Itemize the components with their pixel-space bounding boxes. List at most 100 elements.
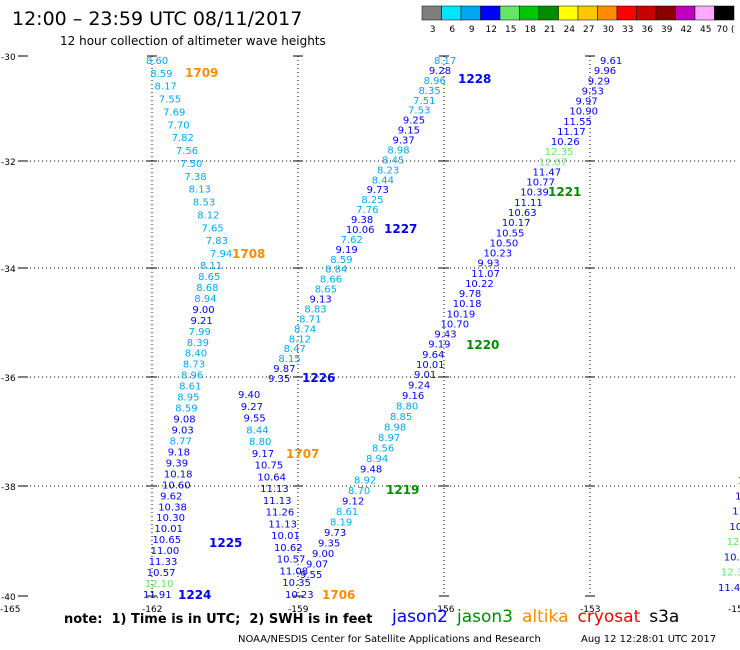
scale-label: 12	[485, 25, 496, 35]
wave-height-value: 10.01	[154, 524, 183, 535]
legend-altika: altika	[522, 607, 569, 627]
wave-height-value: 8.61	[336, 507, 358, 518]
scale-label: 24	[563, 25, 575, 35]
wave-height-value: 8.77	[170, 436, 192, 447]
wave-height-value: 9.12	[342, 496, 364, 507]
scale-label: 21	[544, 25, 555, 35]
track-label: 1221	[548, 185, 581, 199]
scale-label: 9	[469, 25, 475, 35]
wave-height-value: 9.35	[268, 374, 290, 385]
wave-height-value: 9.24	[408, 381, 430, 392]
wave-height-value: 10.23	[285, 590, 314, 601]
wave-height-value: 10.60	[162, 480, 191, 491]
wave-height-value: 11.26	[266, 508, 295, 519]
track-label: 1706	[322, 588, 355, 602]
wave-height-value: 8.19	[330, 517, 352, 528]
wave-height-value: 10.50	[490, 238, 519, 249]
wave-height-value: 9.73	[367, 185, 389, 196]
wave-height-value: 11.13	[263, 496, 292, 507]
scale-label: 15	[505, 25, 516, 35]
wave-height-value: 10.75	[255, 461, 284, 472]
lat-label: -30	[1, 53, 16, 63]
wave-height-value: 9.39	[166, 458, 188, 469]
scale-swatch	[694, 5, 715, 21]
wave-height-value: 11.08	[279, 566, 308, 577]
wave-height-value: 10.64	[257, 472, 286, 483]
wave-height-value: 7.83	[206, 236, 228, 247]
wave-height-value: 9.48	[360, 465, 382, 476]
wave-height-value: 8.83	[304, 304, 326, 315]
track-label: 1709	[185, 66, 218, 80]
wave-height-value: 11.91	[143, 590, 172, 601]
wave-height-value: 8.12	[289, 334, 311, 345]
wave-height-value: 7.94	[210, 249, 232, 260]
wave-height-value: 11.55	[563, 117, 592, 128]
legend-jason2: jason2	[392, 607, 448, 627]
wave-height-value: 9.73	[324, 528, 346, 539]
wave-height-value: 10.23	[483, 249, 512, 260]
wave-height-value: 12.07	[539, 157, 568, 168]
wave-height-value: 7.70	[167, 120, 189, 131]
wave-height-value: 8.17	[155, 82, 177, 93]
lat-label: -40	[1, 593, 16, 603]
scale-swatch	[655, 5, 676, 21]
wave-height-value: 9.62	[160, 491, 182, 502]
wave-height-value: 8.15	[278, 354, 300, 365]
wave-height-value: 8.94	[366, 454, 388, 465]
wave-height-value: 10.26	[551, 137, 580, 148]
wave-height-value: 9.17	[252, 449, 274, 460]
wave-height-value: 8.11	[200, 261, 222, 272]
wave-height-value: 9.87	[273, 364, 295, 375]
scale-swatch	[636, 5, 657, 21]
wave-height-value: 9.64	[422, 350, 444, 361]
wave-height-value: 8.44	[246, 425, 268, 436]
wave-height-value: 10.63	[508, 208, 537, 219]
wave-height-value: 8.95	[177, 393, 199, 404]
wave-height-value: 8.25	[361, 195, 383, 206]
wave-height-value: 10.19	[447, 309, 476, 320]
wave-height-value: 10.48	[724, 552, 740, 563]
wave-height-value: 10.18	[453, 299, 482, 310]
wave-height-value: 8.71	[299, 314, 321, 325]
wave-height-value: 12.35	[545, 147, 574, 158]
track-label: 1220	[466, 338, 499, 352]
lat-label: -32	[1, 158, 16, 168]
wave-height-value: 10.01	[271, 531, 300, 542]
wave-height-value: 7.99	[189, 327, 211, 338]
wave-height-value: 8.44	[372, 175, 394, 186]
wave-height-value: 10.30	[156, 513, 185, 524]
wave-height-value: 9.43	[434, 330, 456, 341]
page-title: 12:00 – 23:59 UTC 08/11/2017	[12, 8, 303, 30]
wave-height-value: 8.60	[146, 56, 168, 67]
wave-height-value: 9.61	[600, 56, 622, 67]
wave-height-value: 8.65	[198, 272, 220, 283]
wave-height-value: 10.06	[346, 225, 375, 236]
legend-cryosat: cryosat	[577, 607, 641, 627]
scale-label: 36	[641, 25, 653, 35]
wave-height-value: 10.90	[569, 107, 598, 118]
scale-label: 30	[602, 25, 614, 35]
scale-label: 45	[700, 25, 711, 35]
scale-label: 33	[622, 25, 633, 35]
scale-label: 42	[680, 25, 691, 35]
wave-height-value: 8.80	[249, 437, 271, 448]
track-label: 1228	[458, 72, 491, 86]
scale-label: 18	[524, 25, 536, 35]
wave-height-value: 8.85	[390, 412, 412, 423]
wave-height-value: 11.13	[268, 519, 297, 530]
lat-label: -36	[1, 374, 16, 384]
wave-height-value: 8.45	[382, 155, 404, 166]
wave-height-value: 10.55	[496, 228, 525, 239]
wave-height-value: 7.51	[413, 96, 435, 107]
wave-height-value: 9.96	[594, 66, 616, 77]
wave-height-value: 9.15	[398, 126, 420, 137]
page-subtitle: 12 hour collection of altimeter wave hei…	[60, 34, 326, 48]
wave-height-value: 10.62	[274, 543, 303, 554]
wave-height-value: 9.55	[300, 570, 322, 581]
lon-label: -165	[0, 605, 20, 615]
wave-height-value: 8.74	[294, 324, 316, 335]
wave-height-value: 9.13	[310, 295, 332, 306]
wave-height-value: 8.17	[434, 56, 456, 67]
scale-swatch	[480, 5, 501, 21]
